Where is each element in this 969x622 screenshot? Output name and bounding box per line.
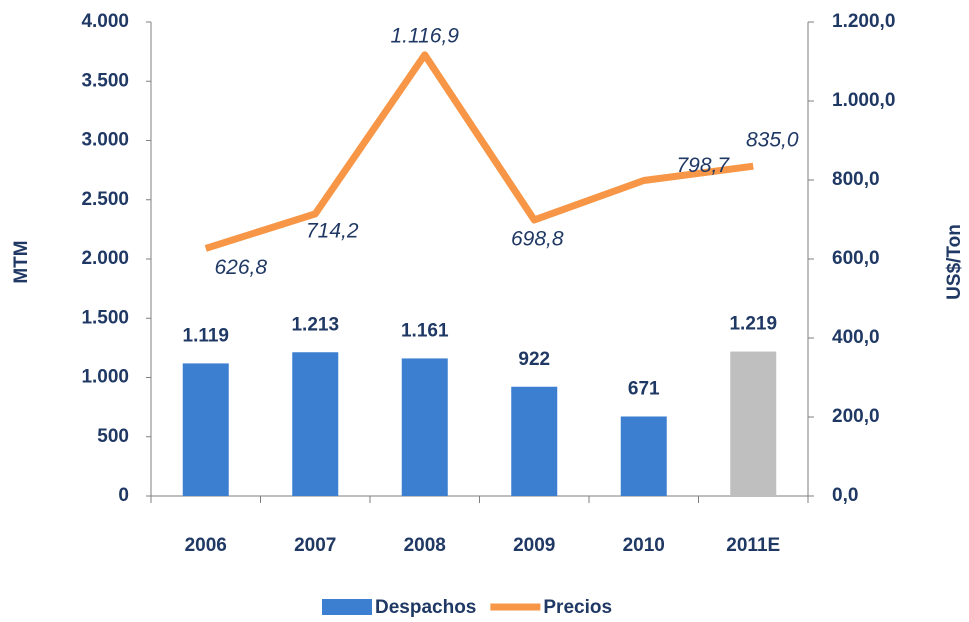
y2-tick-label: 800,0 [832, 169, 880, 190]
x-tick-label: 2006 [185, 535, 227, 556]
x-tick-label: 2010 [623, 535, 665, 556]
y-tick-label: 1.000 [81, 367, 129, 388]
y-tick-label: 3.000 [81, 130, 129, 151]
legend-label: Despachos [375, 597, 476, 618]
x-tick-label: 2009 [513, 535, 555, 556]
bar [401, 358, 448, 496]
bar-value-label: 922 [518, 349, 550, 370]
line-value-label: 626,8 [214, 256, 267, 279]
y2-tick-label: 0,0 [832, 485, 858, 506]
line [204, 51, 754, 252]
bar [511, 386, 558, 496]
bar [292, 352, 339, 496]
bar-value-label: 1.119 [183, 325, 230, 346]
y-axis-title: MTM [11, 240, 32, 283]
bar-value-label: 1.213 [291, 314, 339, 335]
legend-swatch [322, 599, 372, 615]
x-tick-label: 2011E [726, 535, 780, 556]
bar [182, 363, 229, 496]
bar-value-label: 1.219 [729, 314, 777, 335]
bar [620, 416, 667, 496]
bar-value-label: 1.161 [401, 320, 449, 341]
y-tick-label: 3.500 [81, 70, 129, 91]
y2-axis-title: US$/Ton [944, 224, 965, 300]
line-value-label: 835,0 [746, 129, 799, 152]
line-value-label: 1.116,9 [390, 24, 459, 47]
y2-tick-label: 200,0 [832, 406, 880, 427]
x-tick-label: 2008 [404, 535, 446, 556]
y2-tick-label: 400,0 [832, 327, 880, 348]
y-tick-label: 4.000 [81, 11, 129, 32]
y2-tick-label: 1.200,0 [832, 11, 895, 32]
y-tick-label: 1.500 [81, 307, 129, 328]
y2-tick-label: 600,0 [832, 248, 880, 269]
bar [730, 351, 777, 496]
x-tick-label: 2007 [294, 535, 336, 556]
line-value-label: 714,2 [306, 219, 359, 242]
line-value-label: 698,8 [511, 228, 564, 251]
y-tick-label: 0 [118, 485, 129, 506]
line-value-label: 798,7 [676, 154, 730, 177]
legend-label: Precios [543, 597, 612, 618]
y-tick-label: 2.000 [81, 248, 129, 269]
bar-value-label: 671 [628, 379, 660, 400]
y2-tick-label: 1.000,0 [832, 90, 895, 111]
y-tick-label: 500 [97, 426, 129, 447]
y-tick-label: 2.500 [81, 189, 129, 210]
